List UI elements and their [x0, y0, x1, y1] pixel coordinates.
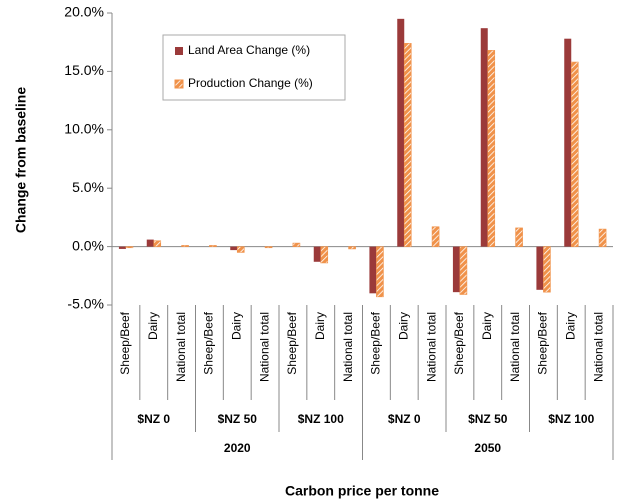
x-tick-label: Sheep/Beef: [118, 311, 132, 374]
y-tick-label: 5.0%: [72, 179, 104, 195]
x-tick-label: National total: [341, 312, 355, 382]
x-tick-label: Dairy: [313, 312, 327, 340]
price-group-label: $NZ 50: [468, 412, 508, 426]
bar: [376, 246, 384, 298]
bar: [230, 246, 238, 251]
bar: [320, 246, 329, 264]
year-group-label: 2050: [474, 441, 501, 455]
x-tick-label: National total: [257, 312, 271, 382]
bar: [397, 18, 405, 247]
x-tick-label: Dairy: [146, 312, 160, 340]
price-group-label: $NZ 0: [388, 412, 421, 426]
bar: [487, 50, 496, 247]
price-group-label: $NZ 100: [298, 412, 344, 426]
x-tick-label: Sheep/Beef: [452, 311, 466, 374]
bar: [515, 227, 523, 247]
x-tick-label: Sheep/Beef: [369, 311, 383, 374]
legend-box: [162, 34, 346, 101]
y-tick-label: 10.0%: [64, 121, 104, 137]
year-group-label: 2020: [224, 441, 251, 455]
bar: [313, 246, 321, 262]
x-tick-label: National total: [591, 312, 605, 382]
legend-swatch: [175, 47, 183, 55]
x-tick-label: Sheep/Beef: [202, 311, 216, 374]
x-axis-title: Carbon price per tonne: [285, 483, 439, 499]
bar: [146, 239, 154, 247]
bar: [118, 246, 126, 249]
legend-label: Land Area Change (%): [188, 43, 310, 57]
bar: [153, 240, 162, 247]
x-tick-label: Sheep/Beef: [285, 311, 299, 374]
y-tick-label: -5.0%: [67, 296, 104, 312]
y-tick-label: 15.0%: [64, 62, 104, 78]
y-axis-title: Change from baseline: [13, 87, 29, 233]
x-tick-label: National total: [424, 312, 438, 382]
bar: [292, 242, 301, 247]
bar: [236, 246, 245, 253]
bar: [536, 246, 544, 290]
x-tick-label: Dairy: [229, 312, 243, 340]
bar: [564, 38, 572, 247]
price-group-label: $NZ 0: [137, 412, 170, 426]
bar: [452, 246, 460, 293]
y-tick-label: 20.0%: [64, 4, 104, 20]
x-tick-label: Sheep/Beef: [536, 311, 550, 374]
bar: [209, 245, 217, 247]
legend-label: Production Change (%): [188, 76, 313, 90]
bar: [181, 245, 189, 247]
bar: [431, 226, 440, 247]
bar: [369, 246, 377, 294]
bar: [459, 246, 468, 295]
bar: [125, 246, 134, 249]
legend-swatch: [174, 79, 184, 89]
x-tick-label: Dairy: [563, 312, 577, 340]
bar: [598, 228, 607, 247]
x-tick-label: National total: [174, 312, 188, 382]
x-tick-label: Dairy: [480, 312, 494, 340]
price-group-label: $NZ 100: [548, 412, 594, 426]
bar: [403, 43, 412, 247]
bar: [348, 246, 356, 250]
price-group-label: $NZ 50: [218, 412, 258, 426]
bar: [543, 246, 551, 293]
x-tick-label: National total: [508, 312, 522, 382]
bar: [480, 28, 488, 247]
bar: [570, 61, 579, 247]
x-tick-label: Dairy: [396, 312, 410, 340]
bar: [264, 246, 273, 249]
y-tick-label: 0.0%: [72, 237, 104, 253]
